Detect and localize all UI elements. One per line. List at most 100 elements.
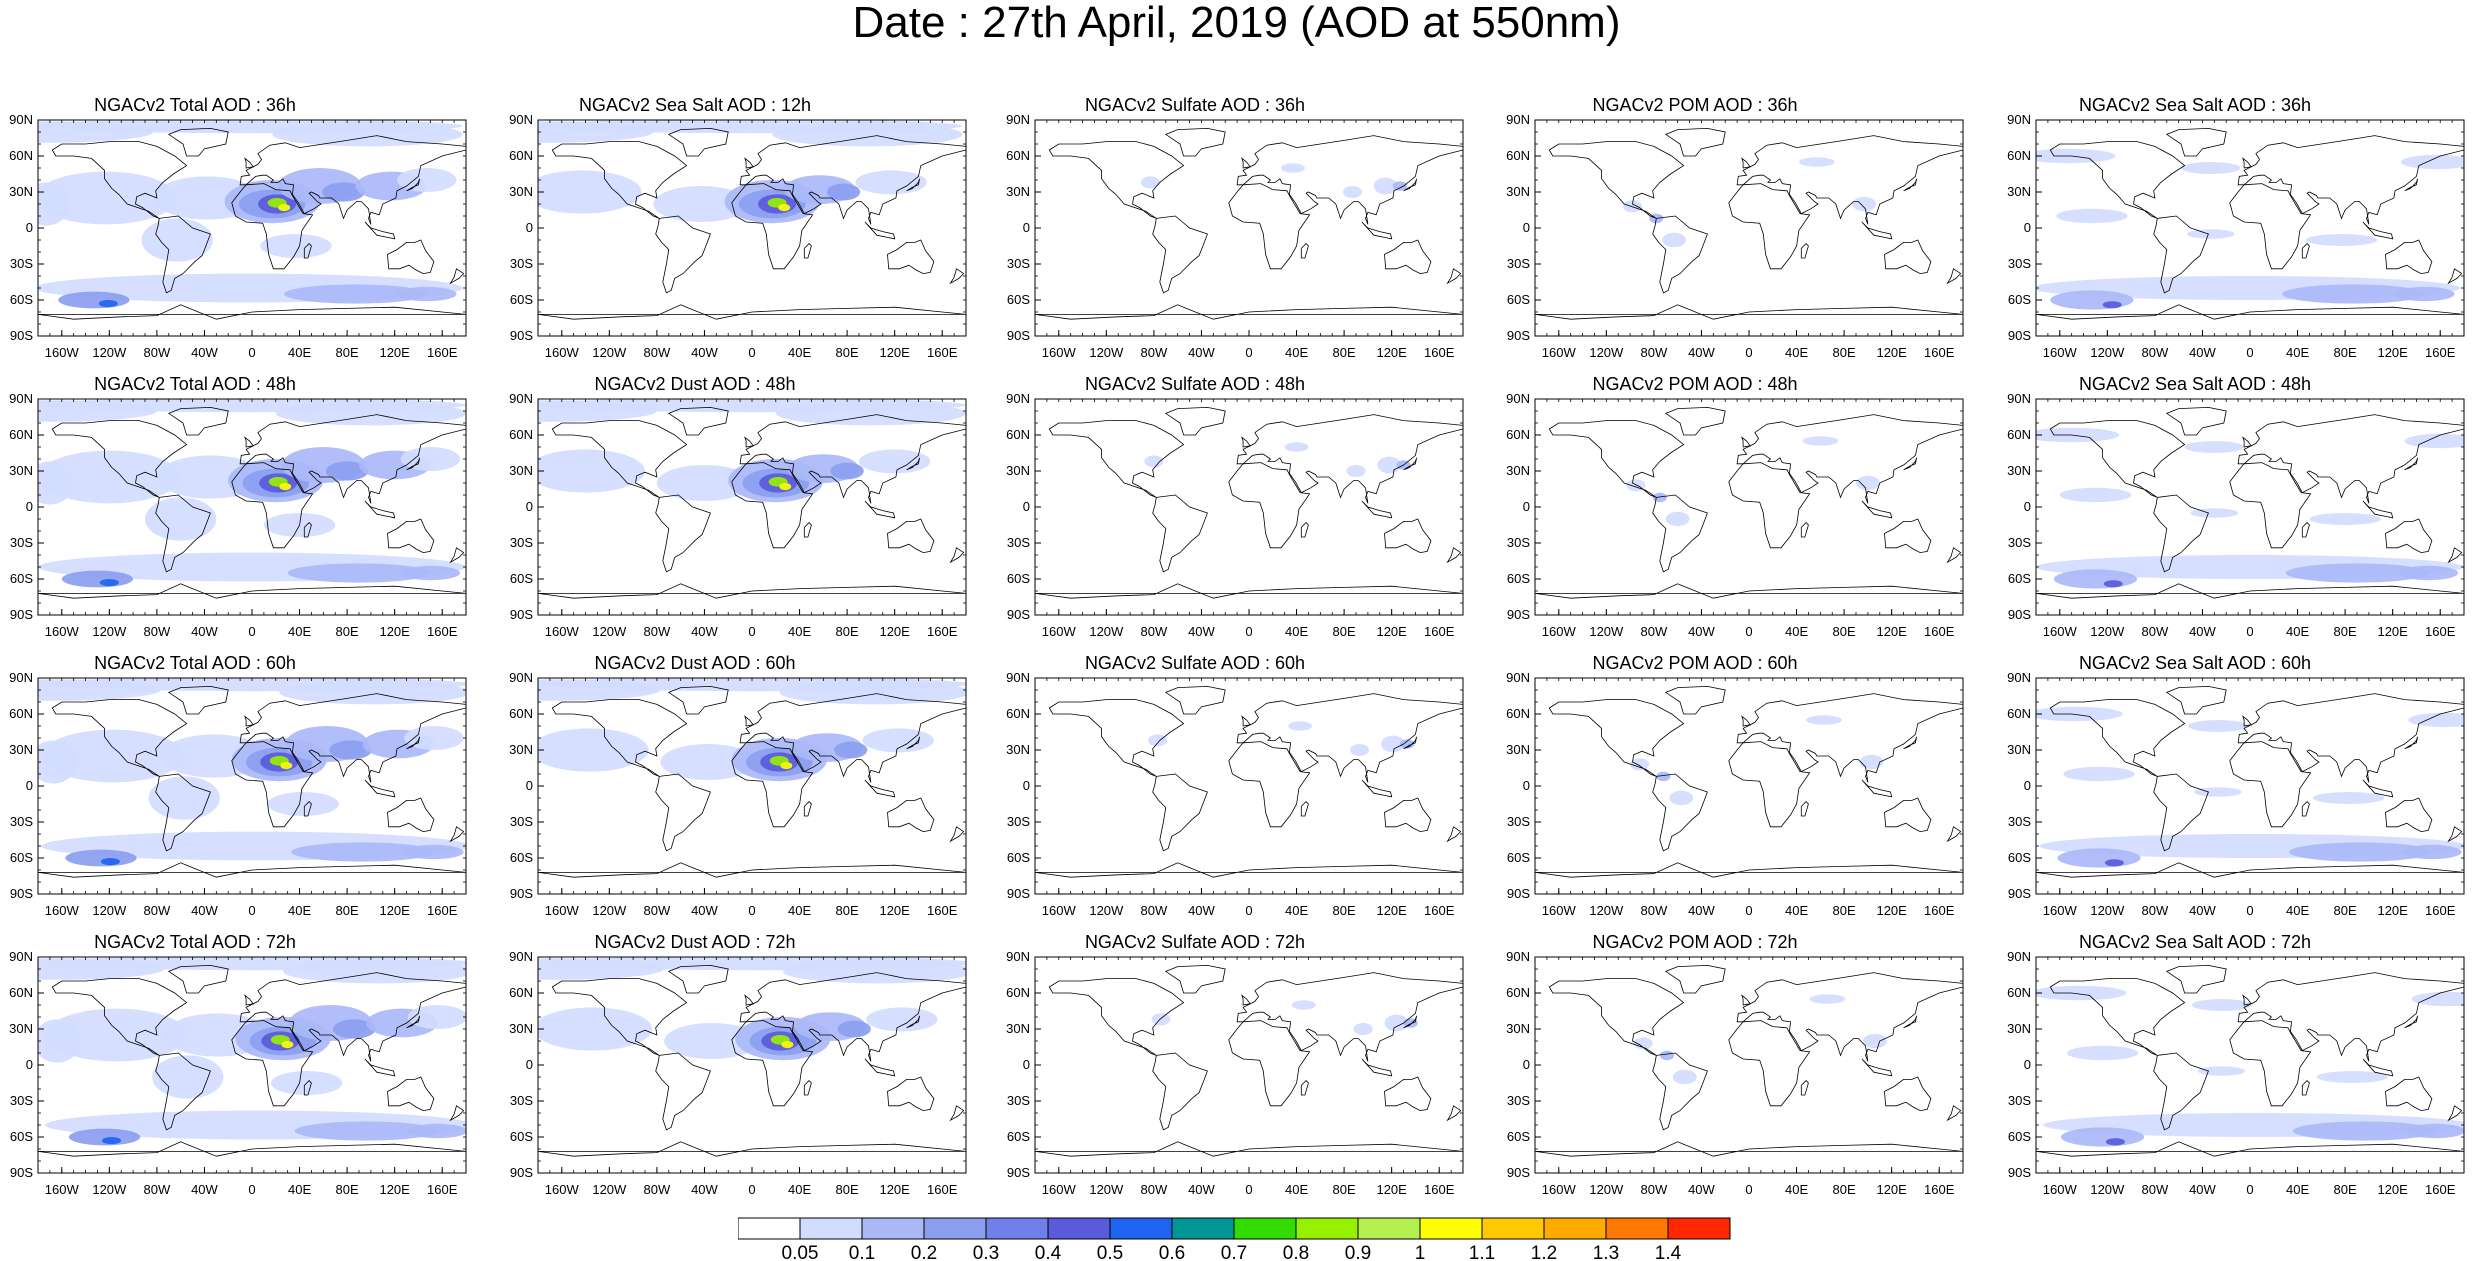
lon-label: 40W <box>2189 903 2216 918</box>
lon-label: 80E <box>836 624 859 639</box>
panel-title: NGACv2 Sulfate AOD : 36h <box>1084 95 1306 115</box>
map-frame <box>1534 398 1964 616</box>
aod-contour <box>859 449 931 474</box>
lat-label: 90N <box>2007 391 2031 406</box>
lon-label: 120E <box>1376 903 1407 918</box>
lat-label: 90S <box>1507 328 1530 343</box>
aod-contour <box>2102 301 2122 309</box>
aod-contour <box>1353 1023 1373 1035</box>
aod-contour <box>38 1019 81 1063</box>
aod-contour <box>397 286 457 302</box>
coastline-indonesia <box>364 500 396 519</box>
lon-label: 0 <box>2246 1182 2253 1197</box>
aod-contour <box>278 204 291 212</box>
coastline-eurasia <box>739 972 966 1062</box>
lat-label: 90S <box>2008 328 2031 343</box>
coastline-uk <box>1741 715 1751 727</box>
lon-label: 160E <box>427 903 458 918</box>
lon-label: 160E <box>1424 903 1455 918</box>
lon-label: 40W <box>2189 624 2216 639</box>
lat-label: 30N <box>1006 742 1030 757</box>
lon-label: 160E <box>2425 1182 2456 1197</box>
aod-contour <box>2050 290 2134 310</box>
map-frame <box>537 119 967 337</box>
coastline-antarctica <box>2036 304 2464 320</box>
coastline-antarctica <box>1535 862 1963 878</box>
lon-label: 40E <box>288 624 311 639</box>
lat-label: 30S <box>1007 535 1030 550</box>
aod-contour <box>404 844 464 860</box>
coastline-uk <box>1241 436 1251 448</box>
aod-contour <box>2036 148 2116 164</box>
aod-contour <box>284 284 427 304</box>
lat-label: 90N <box>1506 670 1530 685</box>
lon-label: 80W <box>2142 1182 2169 1197</box>
coastline-antarctica <box>38 862 466 878</box>
coastline-southAmerica <box>1652 1052 1708 1131</box>
aod-contour <box>2282 284 2425 304</box>
coastlines <box>1035 964 1463 1157</box>
aod-contour <box>45 1008 188 1062</box>
panel-title: NGACv2 POM AOD : 72h <box>1592 932 1798 952</box>
coastline-japan <box>1903 736 1917 750</box>
coastline-madagascar <box>803 243 812 259</box>
lat-label: 60N <box>9 985 33 1000</box>
coastline-greenland <box>1664 127 1726 157</box>
aod-contour <box>275 401 466 426</box>
coastline-southAmerica <box>1152 215 1208 294</box>
coastline-greenland <box>1664 406 1726 436</box>
coastlines <box>1535 685 1963 878</box>
lat-label: 0 <box>26 1057 33 1072</box>
aod-contour <box>98 300 118 308</box>
lat-label: 0 <box>1523 499 1530 514</box>
lat-label: 30N <box>1506 184 1530 199</box>
coastline-madagascar <box>2301 801 2310 817</box>
lon-label: 0 <box>248 903 255 918</box>
lat-label: 30S <box>510 535 533 550</box>
lat-label: 60N <box>2007 985 2031 1000</box>
coastline-newZealand <box>2447 268 2463 285</box>
coastline-africa <box>2229 741 2312 828</box>
aod-contour <box>826 183 861 201</box>
lat-label: 0 <box>2024 1057 2031 1072</box>
coastline-newZealand <box>949 1105 965 1122</box>
coastline-indonesia <box>364 1058 396 1077</box>
coastline-indonesia <box>2362 779 2394 798</box>
aod-field <box>1626 436 1880 527</box>
aod-contour <box>1373 177 1398 195</box>
coastline-indonesia <box>1861 1058 1893 1077</box>
coastline-madagascar <box>803 801 812 817</box>
colorbar-label: 0.7 <box>1221 1243 1247 1261</box>
aod-contour <box>2181 162 2241 174</box>
coastline-antarctica <box>538 1141 966 1157</box>
colorbar-label: 0.5 <box>1097 1243 1123 1261</box>
coastline-southAmerica <box>1152 1052 1208 1131</box>
lon-label: 160E <box>1924 345 1955 360</box>
aod-contour <box>837 1020 871 1038</box>
lon-label: 120E <box>1876 903 1907 918</box>
lon-label: 120E <box>1876 624 1907 639</box>
coastline-uk <box>744 715 754 727</box>
lon-label: 80W <box>644 903 671 918</box>
lon-label: 0 <box>1245 345 1252 360</box>
lon-label: 40E <box>788 345 811 360</box>
lon-label: 120W <box>592 1182 627 1197</box>
lat-label: 90S <box>510 886 533 901</box>
coastline-japan <box>1403 457 1417 471</box>
lon-label: 0 <box>2246 345 2253 360</box>
aod-contour <box>1288 721 1313 731</box>
lon-label: 0 <box>1745 345 1752 360</box>
lon-label: 40E <box>1285 345 1308 360</box>
coastline-southAmerica <box>1652 494 1708 573</box>
coastline-indonesia <box>1861 779 1893 798</box>
colorbar-swatch <box>1419 1217 1483 1240</box>
lat-label: 60S <box>2008 850 2031 865</box>
coastlines <box>2036 964 2464 1157</box>
coastline-australia <box>887 239 935 275</box>
lat-label: 0 <box>1523 220 1530 235</box>
coastline-northAmerica <box>2049 699 2186 777</box>
lon-label: 0 <box>748 1182 755 1197</box>
aod-contour <box>1380 735 1405 753</box>
coastline-eurasia <box>739 135 966 225</box>
aod-contour <box>653 186 749 222</box>
